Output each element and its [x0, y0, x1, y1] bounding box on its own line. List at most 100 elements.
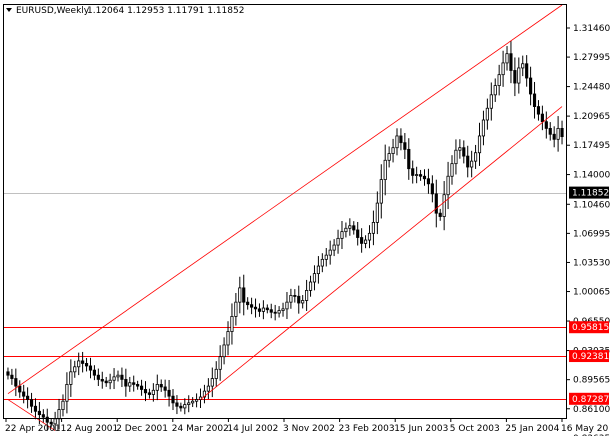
candle-body — [139, 385, 144, 390]
price-labels: 0.95815 0.92381 0.87287 1.11852 — [569, 186, 609, 405]
candle-body — [371, 222, 375, 234]
candle-body — [474, 152, 478, 162]
candle — [383, 144, 387, 196]
candle — [18, 380, 22, 398]
candle — [430, 175, 434, 203]
candle-body — [383, 159, 387, 181]
candle-body — [305, 290, 309, 301]
candle — [108, 373, 112, 390]
candle-body — [33, 405, 38, 412]
x-tick-label: 25 Jan 2004 — [505, 424, 559, 434]
candle-body — [61, 400, 65, 411]
candle — [163, 379, 167, 398]
y-tick-label: 1.27995 — [573, 53, 610, 63]
candle-body — [285, 301, 289, 310]
candle — [411, 160, 415, 184]
chart-frame — [3, 4, 567, 419]
candle-body — [22, 391, 26, 397]
candle-body — [242, 287, 246, 303]
candle-body — [497, 74, 501, 86]
candle — [61, 394, 65, 417]
level-price-label-2-text: 0.87287 — [572, 395, 609, 405]
candle-body — [517, 67, 521, 84]
candle — [41, 409, 45, 423]
candle-body — [265, 307, 269, 311]
candle-body — [529, 77, 533, 95]
candle — [179, 402, 183, 412]
candle — [485, 98, 489, 130]
candle-body — [281, 308, 285, 311]
level-price-label-1-bg — [569, 350, 609, 363]
x-tick-label: 12 Aug 2001 — [61, 424, 119, 434]
candle-body — [442, 194, 446, 217]
candle — [375, 191, 379, 235]
candle — [356, 221, 360, 246]
candle-body — [179, 405, 183, 409]
candle — [246, 297, 250, 310]
candle — [340, 220, 344, 250]
candle — [265, 304, 269, 314]
candle — [399, 128, 403, 151]
candle — [513, 57, 517, 97]
ohlc-values: 1.12064 1.12953 1.11791 1.11852 — [87, 6, 244, 16]
candle — [10, 368, 14, 385]
candle-body — [324, 254, 328, 260]
candle-body — [206, 385, 210, 392]
candle — [320, 253, 324, 273]
candle-body — [226, 331, 230, 346]
candle — [100, 371, 104, 389]
candle — [92, 365, 96, 381]
candle-body — [246, 301, 250, 306]
chart-title: EURUSD,Weekly 1.12064 1.12953 1.11791 1.… — [6, 6, 244, 16]
candle-body — [434, 193, 438, 214]
candle — [159, 379, 163, 392]
channel-line-0[interactable] — [7, 4, 563, 394]
candle-body — [501, 62, 505, 76]
symbol-label: EURUSD,Weekly — [16, 6, 90, 16]
candle — [379, 164, 383, 219]
candle — [481, 110, 486, 146]
y-tick-label: 1.03530 — [573, 258, 610, 268]
candle-body — [77, 360, 81, 368]
candle — [242, 274, 246, 316]
candle — [147, 388, 152, 399]
candle-body — [69, 371, 73, 385]
x-tick-label: 5 Oct 2003 — [450, 424, 500, 434]
candle-body — [261, 307, 265, 312]
candle-body — [352, 225, 356, 231]
channel-line-2[interactable] — [200, 106, 563, 400]
candle — [540, 105, 544, 131]
candle-body — [360, 237, 364, 244]
candle-body — [297, 295, 301, 304]
candle — [493, 78, 497, 102]
trend-channel[interactable] — [7, 4, 563, 431]
candle — [489, 82, 493, 121]
candle — [112, 368, 116, 390]
channel-line-1[interactable] — [7, 399, 56, 431]
candle — [136, 380, 140, 390]
candle — [305, 279, 309, 311]
candle — [151, 383, 155, 402]
candle-body — [277, 310, 281, 314]
candle-body — [234, 301, 238, 317]
candle-body — [387, 153, 391, 161]
candle — [155, 374, 159, 401]
candle-body — [470, 160, 474, 168]
candle — [438, 208, 442, 221]
candle-body — [210, 378, 214, 387]
candle-body — [407, 148, 411, 170]
candle — [183, 398, 187, 415]
candle — [22, 384, 26, 404]
candle-body — [481, 119, 486, 137]
candle-body — [202, 390, 207, 398]
level-lines — [4, 193, 566, 400]
candle-body — [230, 316, 234, 332]
candle-body — [41, 414, 45, 418]
candle-body — [147, 392, 152, 395]
current-price-label-text: 1.11852 — [572, 189, 609, 199]
candle-body — [548, 127, 552, 135]
candle-body — [14, 378, 18, 387]
